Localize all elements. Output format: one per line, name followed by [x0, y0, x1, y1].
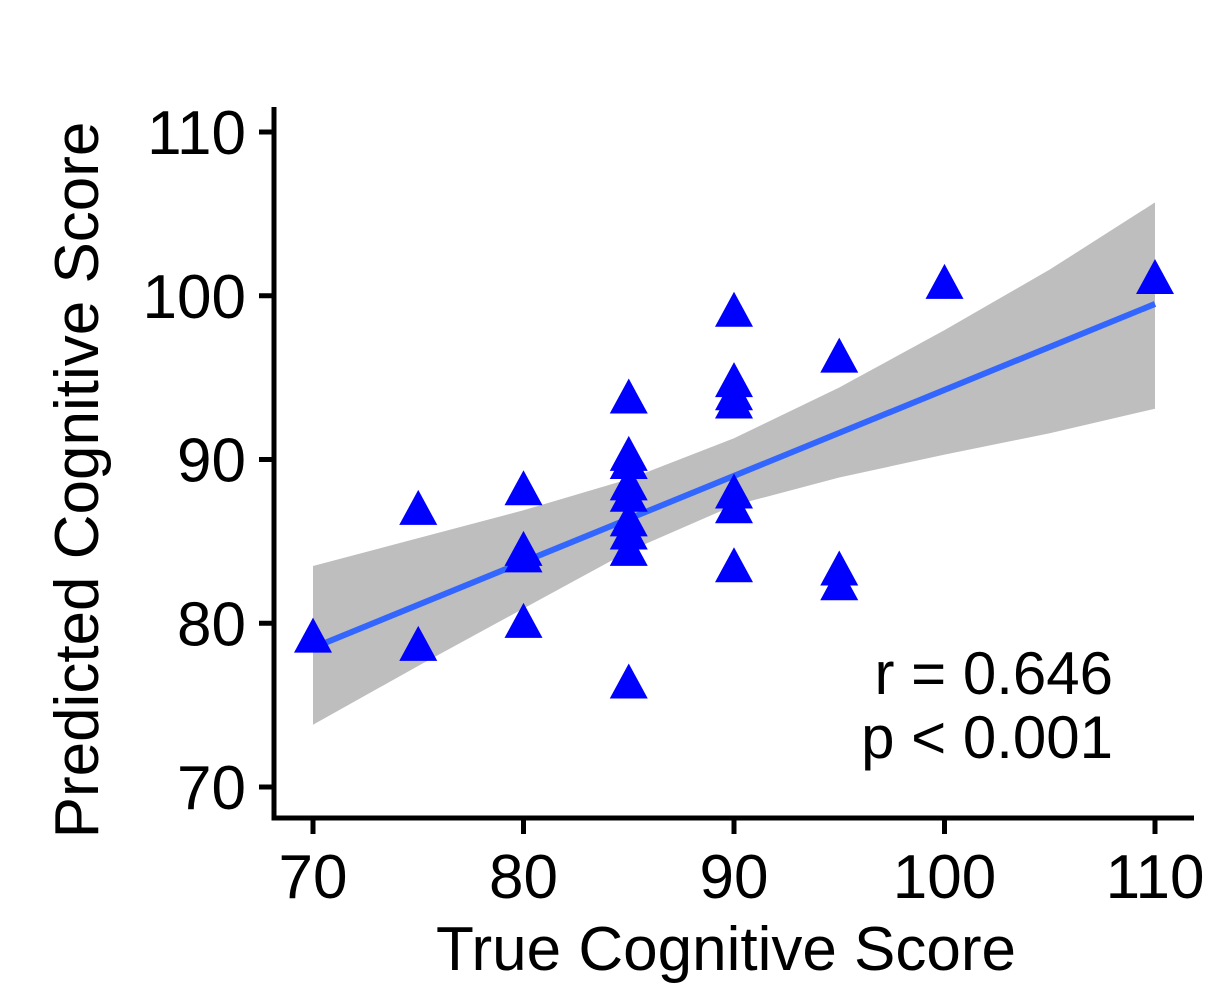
data-point — [294, 617, 332, 653]
correlation-annotation: r = 0.646 — [874, 640, 1113, 707]
data-point — [715, 291, 753, 327]
data-point — [609, 663, 648, 699]
y-tick-label: 90 — [177, 427, 246, 496]
data-point — [399, 489, 438, 525]
data-point — [925, 263, 964, 299]
data-point — [609, 444, 648, 480]
data-point — [1136, 259, 1174, 295]
data-point — [715, 547, 753, 583]
data-point — [504, 537, 543, 573]
y-axis-title: Predicted Cognitive Score — [43, 122, 112, 839]
p-value-annotation: p < 0.001 — [861, 704, 1113, 771]
data-points-layer — [294, 259, 1174, 699]
data-point — [715, 488, 753, 524]
x-tick-label: 80 — [489, 843, 558, 912]
y-tick-label: 100 — [143, 263, 246, 332]
confidence-band-layer — [313, 202, 1155, 725]
data-point — [715, 383, 753, 419]
data-point — [504, 602, 543, 638]
y-ticks: 70 80 90 100 110 — [143, 99, 274, 823]
data-point — [609, 530, 648, 566]
x-tick-label: 90 — [700, 843, 769, 912]
y-tick-label: 80 — [177, 590, 246, 659]
axes: 70 80 90 100 110 70 80 90 100 110 — [143, 99, 1205, 912]
x-tick-label: 100 — [893, 843, 996, 912]
data-point — [504, 470, 543, 506]
data-point — [820, 337, 859, 373]
y-tick-label: 70 — [177, 754, 246, 823]
data-point — [399, 625, 438, 661]
x-ticks: 70 80 90 100 110 — [279, 818, 1205, 912]
x-tick-label: 70 — [279, 843, 348, 912]
data-point — [820, 565, 859, 601]
confidence-band — [313, 202, 1155, 725]
x-tick-label: 110 — [1106, 843, 1205, 912]
y-tick-label: 110 — [147, 99, 246, 168]
data-point — [609, 476, 648, 512]
x-axis-title: True Cognitive Score — [436, 915, 1016, 984]
data-point — [609, 378, 648, 414]
